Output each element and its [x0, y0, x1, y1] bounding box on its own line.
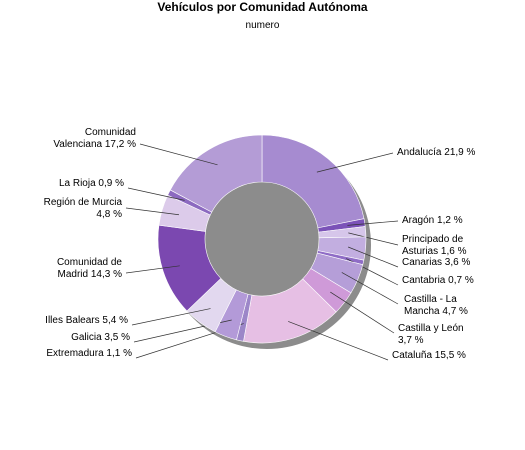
leader-line — [347, 246, 399, 268]
slice-label: Comunidad Valenciana 17,2 % — [53, 127, 136, 150]
leader-line — [341, 272, 399, 305]
slice-label: Extremadura 1,1 % — [46, 348, 132, 359]
slice-label: Canarias 3,6 % — [402, 257, 471, 268]
leader-line — [348, 232, 399, 246]
leader-line — [139, 143, 218, 166]
chart-subtitle: numero — [245, 20, 280, 31]
leader-line — [131, 308, 211, 326]
leader-line — [127, 187, 185, 201]
leader-line — [330, 291, 395, 334]
slice-label: Galicia 3,5 % — [71, 332, 130, 343]
slice-label: Cataluña 15,5 % — [392, 350, 466, 361]
leader-line — [288, 321, 389, 361]
leader-line — [125, 265, 180, 274]
leader-line — [347, 220, 399, 226]
slice-label: Aragón 1,2 % — [402, 215, 463, 226]
donut-slice — [169, 134, 263, 213]
slice-label: Principado de Asturias 1,6 % — [402, 234, 467, 257]
slice-label: Castilla y León 3,7 % — [398, 323, 464, 346]
slice-label: La Rioja 0,9 % — [58, 178, 124, 189]
slice-label: Castilla - La Mancha 4,7 % — [404, 294, 468, 317]
leader-line — [125, 207, 180, 216]
chart-title: Vehículos por Comunidad Autónoma — [157, 0, 368, 14]
slice-label: Comunidad de Madrid 14,3 % — [56, 257, 122, 280]
slice-label: Cantabria 0,7 % — [402, 275, 474, 286]
slice-label: Andalucía 21,9 % — [397, 147, 476, 158]
leader-line — [316, 152, 394, 173]
slice-label: Illes Balears 5,4 % — [45, 315, 128, 326]
slice-label: Región de Murcia 4,8 % — [43, 197, 122, 220]
